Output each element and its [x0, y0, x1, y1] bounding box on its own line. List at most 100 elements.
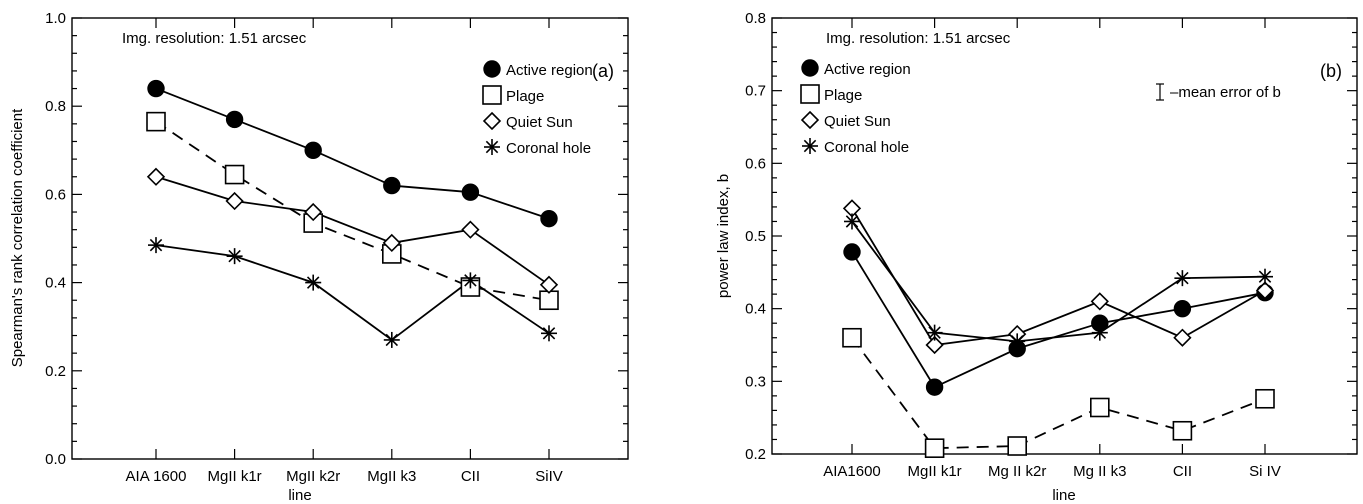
legend-marker-quiet-sun [482, 111, 502, 131]
series-line-active-region [155, 87, 550, 220]
series-line-quiet-sun [155, 175, 550, 286]
data-point-active-region [383, 176, 401, 195]
panel-a-x-axis: AIA 1600 MgII k1r MgII k2r MgII k3 CII SiIV [126, 18, 563, 485]
panel-a-plot-frame [71, 17, 629, 460]
data-point-coronal-hole [148, 237, 164, 254]
panel-b-label: (b) [1320, 61, 1342, 81]
data-point-plage [146, 111, 166, 132]
data-point-active-region [147, 79, 165, 98]
y-tick-label: 0.6 [45, 186, 66, 203]
data-point-quiet-sun [539, 275, 559, 294]
panel-a-y-axis-label: Spearman's rank correlation coefficient [9, 108, 26, 367]
panel-b-error-bar-icon [1156, 83, 1164, 101]
y-tick-label: 0.6 [745, 155, 766, 172]
data-point-quiet-sun [225, 191, 244, 211]
legend-label: Plage [506, 88, 544, 105]
data-point-quiet-sun [146, 167, 166, 186]
x-tick-label: Si IV [1249, 463, 1281, 480]
legend-label: Quiet Sun [824, 113, 891, 130]
data-point-coronal-hole [844, 213, 860, 230]
legend-label: Quiet Sun [506, 114, 573, 131]
data-point-plage [1090, 397, 1110, 418]
y-tick-label: 1.0 [45, 10, 66, 27]
x-tick-label: CII [461, 468, 480, 485]
data-point-plage [842, 327, 862, 348]
y-tick-label: 0.0 [45, 451, 66, 468]
panel-a-x-axis-label: line [288, 487, 311, 504]
data-point-quiet-sun [1090, 292, 1109, 311]
data-point-plage [1007, 436, 1028, 456]
x-tick-label: Mg II k2r [988, 463, 1046, 480]
x-tick-label: AIA1600 [823, 463, 881, 480]
legend-label: Active region [506, 62, 593, 79]
legend-label: Plage [824, 87, 862, 104]
data-point-quiet-sun [925, 335, 944, 355]
x-tick-label: MgII k2r [286, 468, 340, 485]
panel-a-label: (a) [592, 61, 614, 81]
panel-b-x-axis-label: line [1052, 487, 1075, 504]
panel-a-legend: Active region Plage Quiet Sun Coronal hole [482, 60, 593, 157]
data-point-coronal-hole [1091, 324, 1108, 341]
x-tick-label: MgII k3 [367, 468, 416, 485]
legend-label: Coronal hole [506, 140, 591, 157]
x-tick-label: Mg II k3 [1073, 463, 1126, 480]
series-line-coronal-hole [851, 220, 1266, 343]
data-point-coronal-hole [1009, 333, 1026, 350]
data-point-coronal-hole [1257, 268, 1273, 285]
legend-label: Active region [824, 61, 911, 78]
data-point-active-region [925, 378, 944, 396]
legend-marker-coronal-hole [484, 139, 500, 155]
data-point-quiet-sun [382, 233, 401, 253]
data-point-plage [224, 164, 245, 185]
panel-b-resolution-annotation: Img. resolution: 1.51 arcsec [826, 30, 1011, 47]
x-tick-label: MgII k1r [208, 468, 262, 485]
x-tick-label: SiIV [535, 468, 563, 485]
series-line-quiet-sun [851, 207, 1266, 346]
data-point-active-region [304, 141, 322, 160]
panel-a-series [146, 79, 559, 348]
y-tick-label: 0.2 [45, 363, 66, 380]
panel-b-chart: 0.2 0.3 0.4 0.5 0.6 0.7 0.8 AIA1600 MgII k1r Mg … [715, 10, 1358, 504]
panel-b-y-axis-label: power law index, b [715, 174, 732, 298]
data-point-active-region [540, 209, 558, 228]
y-tick-label: 0.8 [45, 98, 66, 115]
data-point-coronal-hole [462, 272, 479, 289]
y-tick-label: 0.8 [745, 10, 766, 27]
data-point-plage [1255, 388, 1275, 409]
data-point-active-region [461, 183, 480, 201]
x-tick-label: AIA 1600 [126, 468, 187, 485]
legend-marker-plage [800, 84, 820, 104]
x-tick-label: MgII k1r [908, 463, 962, 480]
data-point-coronal-hole [305, 274, 322, 291]
y-tick-label: 0.5 [745, 228, 766, 245]
data-point-coronal-hole [383, 331, 400, 348]
panel-a-y-axis: 0.0 0.2 0.4 0.6 0.8 1.0 [45, 10, 628, 468]
series-line-plage [851, 337, 1266, 450]
y-tick-label: 0.4 [45, 275, 66, 292]
panel-b-y-axis: 0.2 0.3 0.4 0.5 0.6 0.7 0.8 [745, 10, 1357, 463]
data-point-coronal-hole [541, 325, 557, 342]
data-point-coronal-hole [226, 248, 243, 265]
data-point-plage [924, 438, 945, 458]
panel-b-series [842, 199, 1275, 458]
legend-marker-coronal-hole [802, 138, 818, 154]
data-point-coronal-hole [1174, 270, 1191, 287]
legend-marker-quiet-sun [800, 110, 820, 130]
legend-marker-active-region [483, 60, 501, 78]
data-point-coronal-hole [926, 324, 943, 341]
panel-a-resolution-annotation: Img. resolution: 1.51 arcsec [122, 30, 307, 47]
data-point-active-region [843, 243, 861, 261]
data-point-quiet-sun [304, 202, 323, 222]
y-tick-label: 0.7 [745, 83, 766, 100]
legend-marker-active-region [801, 59, 819, 77]
panel-a-chart: 0.0 0.2 0.4 0.6 0.8 1.0 AIA 1600 MgII k1r MgII … [9, 10, 629, 504]
x-tick-label: CII [1173, 463, 1192, 480]
data-point-active-region [1173, 299, 1192, 318]
data-point-plage [539, 290, 559, 311]
data-point-quiet-sun [1255, 281, 1275, 300]
legend-marker-plage [482, 85, 502, 105]
data-point-plage [1172, 420, 1193, 441]
y-tick-label: 0.4 [745, 301, 766, 318]
y-tick-label: 0.3 [745, 373, 766, 390]
